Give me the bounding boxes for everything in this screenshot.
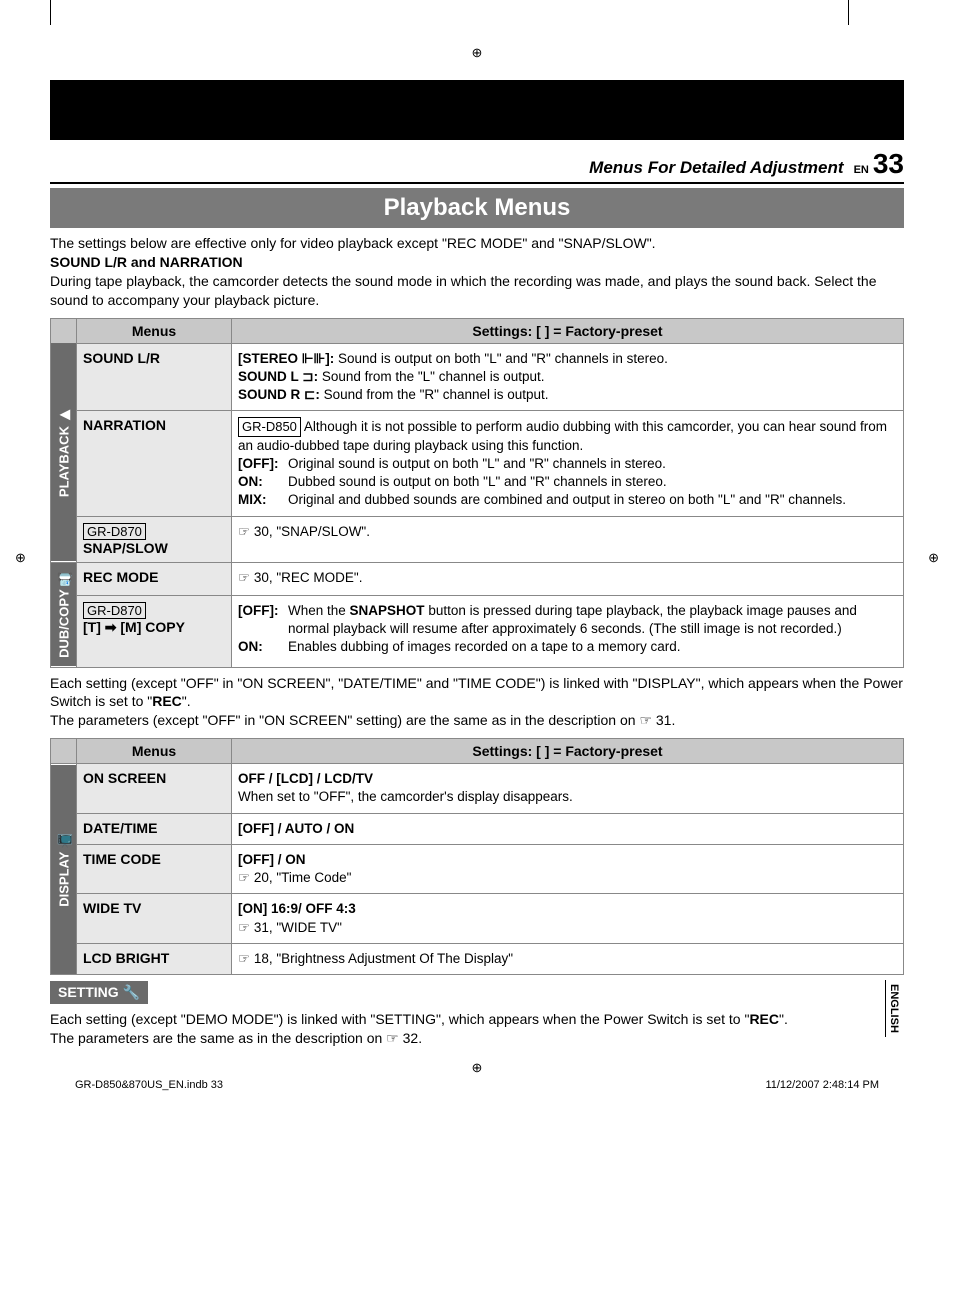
setting-tag: SETTING 🔧: [50, 981, 148, 1004]
language-side-tab: ENGLISH: [885, 980, 902, 1037]
tmcopy-label: [T] ➡ [M] COPY: [83, 619, 185, 635]
model-badge: GR-D870: [83, 523, 146, 540]
setting-timecode: [OFF] / ON ☞ 20, "Time Code": [232, 844, 904, 893]
footer-timestamp: 11/12/2007 2:48:14 PM: [765, 1079, 879, 1091]
setting-narration: GR-D850 Although it is not possible to p…: [232, 411, 904, 516]
setting-p2: The parameters are the same as in the de…: [50, 1029, 904, 1048]
model-badge: GR-D870: [83, 602, 146, 619]
menu-widetv: WIDE TV: [77, 894, 232, 943]
setting-datetime: [OFF] / AUTO / ON: [232, 813, 904, 844]
header-page-number: 33: [873, 148, 904, 180]
footer-filename: GR-D850&870US_EN.indb 33: [75, 1079, 223, 1091]
sound-r-text: Sound from the "R" channel is output.: [320, 387, 549, 402]
mid-p1: Each setting (except "OFF" in "ON SCREEN…: [50, 674, 904, 712]
setting-recmode: ☞ 30, "REC MODE".: [232, 562, 904, 595]
intro-heading: SOUND L/R and NARRATION: [50, 253, 904, 272]
menu-timecode: TIME CODE: [77, 844, 232, 893]
intro-p1: The settings below are effective only fo…: [50, 234, 904, 253]
menu-onscreen: ON SCREEN: [77, 764, 232, 813]
tab-dubcopy: DUB/COPY 📇: [51, 562, 77, 667]
sound-l-text: Sound from the "L" channel is output.: [318, 369, 544, 384]
setting-onscreen: OFF / [LCD] / LCD/TV When set to "OFF", …: [232, 764, 904, 813]
tab-playback: PLAYBACK ▶: [51, 343, 77, 562]
table-corner: [51, 318, 77, 343]
section-title: Playback Menus: [50, 188, 904, 228]
menu-narration: NARRATION: [77, 411, 232, 516]
setting-snapslow: ☞ 30, "SNAP/SLOW".: [232, 516, 904, 562]
on-text: Dubbed sound is output on both "L" and "…: [288, 473, 667, 491]
page-footer: GR-D850&870US_EN.indb 33 11/12/2007 2:48…: [75, 1079, 879, 1091]
top-black-bar: [50, 80, 904, 140]
table-header-settings: Settings: [ ] = Factory-preset: [232, 318, 904, 343]
off-label: [OFF]:: [238, 455, 288, 473]
snapslow-label: SNAP/SLOW: [83, 540, 168, 556]
sound-l-label: SOUND L ⊐:: [238, 369, 318, 384]
mix-text: Original and dubbed sounds are combined …: [288, 491, 846, 509]
onscreen-text: When set to "OFF", the camcorder's displ…: [238, 789, 573, 804]
off-text: Original sound is output on both "L" and…: [288, 455, 666, 473]
mix-label: MIX:: [238, 491, 288, 509]
on-label: ON:: [238, 473, 288, 491]
stereo-text: Sound is output on both "L" and "R" chan…: [334, 351, 668, 366]
page-content: Menus For Detailed Adjustment EN 33 Play…: [0, 0, 954, 1116]
playback-table: Menus Settings: [ ] = Factory-preset PLA…: [50, 318, 904, 668]
registration-mark-icon: ⊕: [472, 1060, 483, 1076]
tab-display: DISPLAY 📺: [51, 764, 77, 975]
menu-snapslow: GR-D870 SNAP/SLOW: [77, 516, 232, 562]
setting-p1: Each setting (except "DEMO MODE") is lin…: [50, 1010, 904, 1029]
setting-tmcopy: [OFF]:When the SNAPSHOT button is presse…: [232, 595, 904, 667]
on-text: Enables dubbing of images recorded on a …: [288, 638, 680, 656]
on-label: ON:: [238, 638, 288, 656]
page-header: Menus For Detailed Adjustment EN 33: [50, 148, 904, 184]
header-title: Menus For Detailed Adjustment: [589, 158, 843, 178]
onscreen-label: OFF / [LCD] / LCD/TV: [238, 771, 373, 786]
menu-sound-lr: SOUND L/R: [77, 343, 232, 411]
intro-p2: During tape playback, the camcorder dete…: [50, 272, 904, 310]
table-corner: [51, 739, 77, 764]
menu-tmcopy: GR-D870 [T] ➡ [M] COPY: [77, 595, 232, 667]
table-header-menus: Menus: [77, 739, 232, 764]
setting-sound-lr: [STEREO ⊩⊪]: Sound is output on both "L"…: [232, 343, 904, 411]
mid-p2: The parameters (except "OFF" in "ON SCRE…: [50, 711, 904, 730]
model-badge: GR-D850: [238, 417, 301, 437]
setting-widetv: [ON] 16:9/ OFF 4:3 ☞ 31, "WIDE TV": [232, 894, 904, 943]
display-table: Menus Settings: [ ] = Factory-preset DIS…: [50, 738, 904, 975]
header-lang: EN: [854, 164, 869, 176]
stereo-label: [STEREO ⊩⊪]:: [238, 351, 334, 366]
setting-text-block: Each setting (except "DEMO MODE") is lin…: [50, 1010, 904, 1048]
narration-intro: Although it is not possible to perform a…: [238, 419, 887, 453]
table-header-menus: Menus: [77, 318, 232, 343]
table-header-settings: Settings: [ ] = Factory-preset: [232, 739, 904, 764]
menu-lcdbright: LCD BRIGHT: [77, 943, 232, 974]
menu-recmode: REC MODE: [77, 562, 232, 595]
menu-datetime: DATE/TIME: [77, 813, 232, 844]
intro-block: The settings below are effective only fo…: [50, 234, 904, 310]
setting-lcdbright: ☞ 18, "Brightness Adjustment Of The Disp…: [232, 943, 904, 974]
sound-r-label: SOUND R ⊏:: [238, 387, 320, 402]
mid-text-block: Each setting (except "OFF" in "ON SCREEN…: [50, 674, 904, 731]
off-label: [OFF]:: [238, 602, 288, 638]
off-text: When the SNAPSHOT button is pressed duri…: [288, 602, 897, 638]
